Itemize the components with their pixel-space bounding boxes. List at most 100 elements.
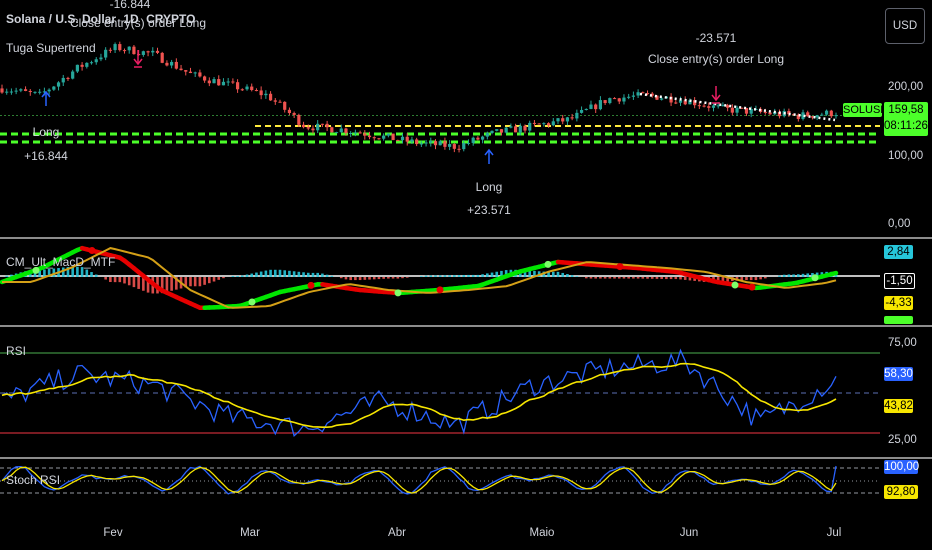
rsi-ma-value: 43,82 (884, 399, 913, 413)
candle (801, 112, 805, 119)
macd-histogram-bar (504, 270, 508, 277)
candle (141, 51, 145, 55)
candle (71, 71, 75, 79)
candle (165, 62, 169, 66)
macd-histogram-bar (448, 275, 451, 277)
interval-label: 1D (123, 12, 139, 26)
macd-value-2: -1,50 (884, 273, 915, 289)
macd-histogram-bar (669, 277, 673, 280)
macd-histogram-bar (674, 277, 678, 280)
time-axis-label: Abr (388, 527, 406, 539)
candle (806, 112, 810, 117)
macd-histogram-bar (278, 269, 282, 277)
macd-title[interactable]: CM_Ult_MacD_MTF (6, 255, 116, 269)
candle (113, 44, 117, 51)
macd-histogram-bar (90, 272, 93, 277)
macd-histogram-bar (212, 277, 216, 282)
macd-histogram-bar (85, 269, 89, 277)
candle (122, 50, 127, 52)
macd-histogram-bar (325, 274, 329, 277)
macd-histogram-bar (273, 269, 277, 277)
macd-histogram-bar (787, 274, 791, 277)
macd-histogram-bar (175, 277, 178, 290)
stoch-title[interactable]: Stoch RSI (6, 473, 61, 487)
macd-histogram-bar (94, 274, 98, 277)
candle (382, 135, 386, 139)
candle (457, 148, 461, 150)
candle (193, 72, 197, 74)
candle (250, 86, 254, 91)
macd-histogram-bar (617, 277, 621, 279)
long-signal-1-head (41, 90, 51, 98)
macd-histogram-bar (632, 277, 635, 279)
time-axis-label: Jun (680, 527, 699, 539)
candle (75, 64, 79, 72)
candle (391, 133, 395, 141)
macd-histogram-bar (726, 277, 729, 282)
candle (174, 61, 178, 69)
candle (358, 132, 362, 134)
candle (612, 98, 617, 100)
macd-histogram-bar (80, 267, 84, 277)
candle (570, 117, 574, 119)
candle (660, 98, 664, 100)
candle (641, 92, 645, 94)
indicator-label[interactable]: Tuga Supertrend (6, 41, 96, 55)
macd-histogram-bar (339, 277, 343, 279)
candle (688, 100, 692, 105)
macd-histogram-bar (269, 269, 272, 277)
long-signal-2-head (484, 148, 494, 156)
candle (325, 123, 329, 128)
symbol-title[interactable]: Solana / U.S. Dollar 1D CRYPTO (6, 12, 195, 26)
macd-histogram-bar (533, 270, 536, 277)
candle (509, 126, 513, 128)
candle (155, 50, 160, 53)
macd-histogram-bar (255, 272, 258, 277)
candle (669, 96, 673, 103)
macd-histogram-bar (146, 277, 150, 293)
currency-button[interactable]: USD (885, 8, 925, 44)
candle (400, 136, 405, 141)
candle (231, 81, 235, 83)
candle (829, 110, 833, 117)
candle (711, 105, 716, 108)
macd-histogram-bar (778, 275, 781, 277)
macd-histogram-bar (189, 277, 192, 287)
macd-histogram-bar (603, 277, 607, 279)
macd-histogram-bar (184, 277, 188, 288)
macd-histogram-bar (806, 273, 810, 277)
candle (217, 79, 221, 86)
candle (320, 123, 325, 125)
candle (551, 121, 555, 126)
candle (462, 143, 466, 150)
macd-histogram-bar (693, 277, 696, 281)
candle (561, 118, 565, 122)
candle (316, 123, 320, 131)
macd-histogram-bar (481, 274, 484, 277)
last-price: 159,58 (888, 104, 924, 116)
macd-histogram-bar (721, 277, 725, 282)
macd-cross-dot (544, 260, 552, 268)
macd-histogram-bar (683, 277, 687, 280)
macd-histogram-bar (476, 274, 480, 277)
macd-cross-dot (748, 283, 756, 291)
rsi-title[interactable]: RSI (6, 344, 27, 358)
candle (99, 57, 103, 60)
candle (203, 76, 207, 81)
macd-histogram-bar (222, 277, 225, 279)
macd-histogram-bar (288, 270, 291, 277)
candle (466, 142, 471, 144)
price-axis-label: 100,00 (888, 150, 923, 162)
macd-histogram-bar (377, 277, 381, 280)
candle (66, 77, 70, 79)
candle (283, 101, 287, 110)
candle (344, 128, 348, 134)
macd-histogram-bar (76, 266, 79, 277)
macd-histogram-bar (292, 271, 296, 277)
candle (14, 90, 18, 92)
macd-histogram-bar (311, 272, 315, 277)
candle (132, 46, 136, 55)
countdown: 08:11:26 (884, 120, 928, 132)
candle (471, 137, 475, 143)
